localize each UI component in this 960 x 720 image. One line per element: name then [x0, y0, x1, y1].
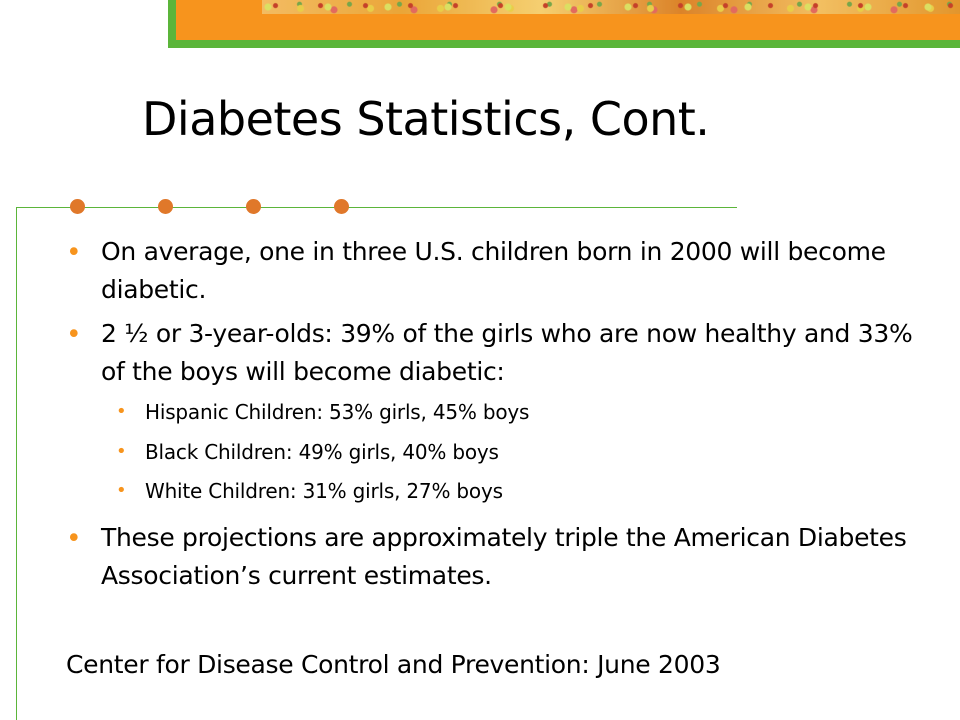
top-banner-block [176, 0, 262, 40]
slide-title: Diabetes Statistics, Cont. [142, 92, 710, 146]
sub-bullet-marker: • [116, 480, 127, 501]
bullet-marker: • [66, 319, 82, 350]
sub-bullet-text: Black Children: 49% girls, 40% boys [145, 440, 499, 464]
bullet-text: On average, one in three U.S. children b… [101, 237, 886, 304]
top-banner-green-edge [168, 0, 176, 48]
sub-bullet-marker: • [116, 441, 127, 462]
sub-bullet-marker: • [116, 401, 127, 422]
left-border-line [16, 207, 17, 720]
bullet-text: 2 ½ or 3-year-olds: 39% of the girls who… [101, 319, 913, 386]
sub-bullet-text: White Children: 31% girls, 27% boys [145, 479, 503, 503]
source-citation: Center for Disease Control and Preventio… [66, 650, 721, 679]
divider-dot [246, 199, 261, 214]
bullet-marker: • [66, 523, 82, 554]
bullet-marker: • [66, 237, 82, 268]
divider-dot [70, 199, 85, 214]
bullet-text: These projections are approximately trip… [101, 523, 907, 590]
sub-bullet-text: Hispanic Children: 53% girls, 45% boys [145, 400, 530, 424]
divider-line [16, 207, 737, 208]
divider-dot [158, 199, 173, 214]
divider-dot [334, 199, 349, 214]
top-banner-texture [262, 0, 960, 14]
top-banner-green-stripe [168, 40, 960, 48]
